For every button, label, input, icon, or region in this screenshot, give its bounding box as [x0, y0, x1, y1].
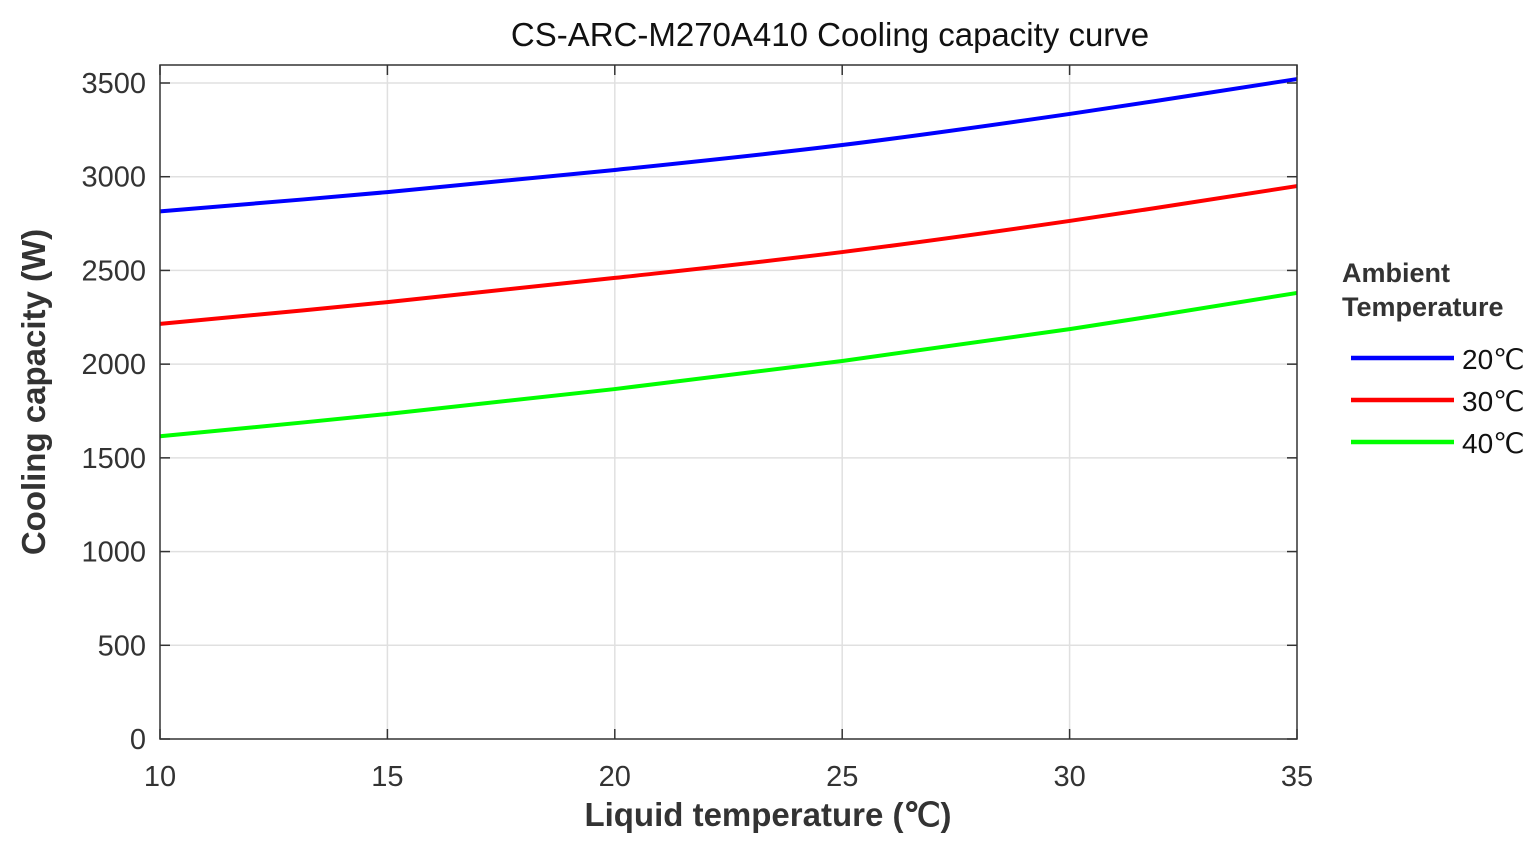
grid [160, 65, 1297, 739]
ticks: 10 15 20 25 30 35 0 500 1000 1500 2000 2500 3000 3500 [81, 65, 1313, 793]
legend-title-line2: Temperature [1342, 292, 1504, 322]
y-tick-label: 2500 [81, 255, 146, 287]
x-tick-label: 35 [1281, 761, 1313, 793]
series-line-40c [159, 290, 1298, 439]
x-axis-label: Liquid temperature (℃) [584, 796, 951, 833]
y-tick-label: 1000 [81, 537, 146, 569]
legend-entry-label: 30℃ [1462, 386, 1525, 417]
y-tick-label: 3500 [81, 68, 146, 100]
series-line-20c [159, 77, 1298, 214]
legend-entry-label: 40℃ [1462, 428, 1525, 459]
plot-frame [159, 64, 1298, 740]
y-tick-label: 2000 [81, 349, 146, 381]
series-lines [159, 77, 1298, 439]
x-tick-label: 10 [144, 761, 176, 793]
x-tick-label: 30 [1053, 761, 1085, 793]
series-line-30c [159, 184, 1298, 326]
legend: 20℃ 30℃ 40℃ [1351, 344, 1525, 459]
y-tick-label: 0 [130, 724, 146, 756]
y-axis-label: Cooling capacity (W) [15, 229, 52, 555]
legend-title-line1: Ambient [1342, 258, 1450, 288]
legend-entry-label: 20℃ [1462, 344, 1525, 375]
chart-title: CS-ARC-M270A410 Cooling capacity curve [511, 16, 1149, 53]
x-tick-label: 20 [599, 761, 631, 793]
y-tick-label: 3000 [81, 162, 146, 194]
x-tick-label: 15 [371, 761, 403, 793]
y-tick-label: 500 [98, 630, 146, 662]
x-tick-label: 25 [826, 761, 858, 793]
y-tick-label: 1500 [81, 443, 146, 475]
